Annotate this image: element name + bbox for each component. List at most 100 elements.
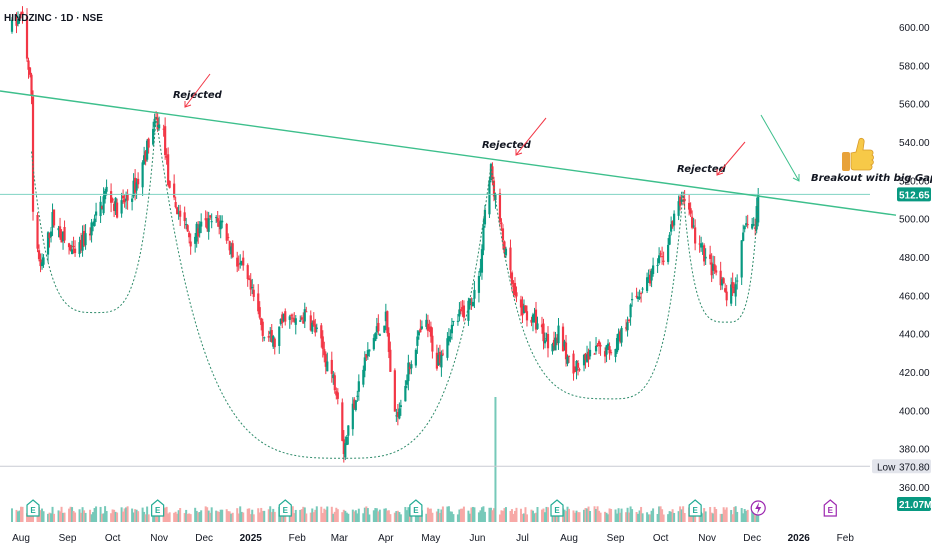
volume-bar: [483, 511, 486, 522]
volume-bar: [626, 507, 629, 522]
volume-bar: [299, 509, 302, 522]
volume-bar: [26, 513, 29, 522]
volume-bar: [479, 510, 482, 522]
volume-bar: [300, 509, 303, 522]
volume-bar: [437, 508, 440, 522]
volume-bar: [240, 511, 243, 522]
volume-bar: [218, 512, 221, 522]
volume-bar: [291, 506, 294, 522]
volume-bar: [435, 511, 438, 522]
candle-body: [125, 198, 128, 201]
earnings-marker: E: [550, 499, 564, 517]
breakout-label: Breakout with big Gap: [811, 173, 932, 184]
volume-bar: [468, 513, 471, 522]
candle-body: [103, 191, 107, 200]
candle-body: [567, 355, 571, 357]
candle-body: [52, 209, 56, 226]
candle-body: [408, 366, 411, 370]
candle-body: [189, 241, 192, 247]
candle-body: [91, 223, 95, 225]
volume-bar: [353, 511, 356, 522]
candle-body: [260, 318, 263, 325]
candle-body: [603, 351, 607, 357]
candle-body: [480, 249, 484, 273]
candle-body: [269, 331, 272, 334]
volume-bar: [183, 513, 186, 522]
time-tick: Dec: [743, 533, 761, 544]
candle-body: [372, 337, 375, 350]
candle-body: [231, 243, 234, 258]
candle-body: [152, 128, 155, 145]
candle-body: [709, 254, 712, 259]
candle-body: [410, 364, 413, 369]
candle-body: [688, 202, 691, 210]
candle-body: [134, 177, 137, 193]
candle-body: [752, 224, 755, 226]
volume-bar: [670, 511, 673, 522]
volume-bar: [357, 508, 360, 522]
candle-body: [489, 164, 493, 181]
price-tick: 500.00: [899, 215, 930, 226]
candle-body: [135, 182, 138, 191]
candle-body: [72, 245, 75, 247]
candle-body: [757, 194, 760, 223]
candle-body: [447, 336, 451, 342]
candle-body: [405, 380, 408, 385]
volume-bar: [93, 508, 96, 522]
candle-body: [200, 221, 203, 227]
time-axis[interactable]: Aug Sep Oct Nov Dec 2025 Feb Mar Apr May Jun Jul Aug…: [12, 533, 854, 544]
earnings-marker-label: E: [283, 506, 289, 515]
volume-bar: [522, 513, 525, 522]
candle-body: [733, 286, 736, 294]
volume-bar: [568, 508, 571, 522]
candle-body: [694, 227, 697, 244]
candle-body: [745, 223, 748, 226]
candle-body: [248, 278, 251, 280]
volume-bar: [368, 514, 371, 522]
candle-body: [246, 265, 249, 280]
candle-body: [290, 315, 293, 317]
volume-bar: [227, 511, 230, 522]
candle-body: [109, 191, 113, 203]
candle-body: [122, 195, 125, 199]
candle-body: [679, 196, 682, 206]
volume-bar: [593, 506, 596, 522]
volume-bar: [246, 508, 249, 522]
volume-bar: [386, 510, 389, 522]
candle-body: [662, 260, 665, 262]
candle-body: [467, 300, 470, 321]
candle-body: [593, 353, 596, 355]
volume-bar: [17, 511, 20, 522]
candle-body: [344, 443, 347, 458]
future-earnings-marker-label: E: [828, 506, 834, 515]
candle-body: [37, 250, 41, 260]
candle-body: [566, 356, 569, 364]
volume-bar: [342, 509, 345, 522]
volume-bar: [426, 507, 429, 522]
volume-bar: [462, 506, 465, 522]
candle-body: [221, 220, 224, 223]
volume-bar: [230, 513, 233, 522]
resistance-trendline[interactable]: [0, 90, 897, 216]
volume-bar: [607, 514, 610, 522]
candle-body: [15, 19, 18, 26]
volume-bar: [11, 508, 13, 522]
volume-bar: [105, 511, 108, 522]
volume-bar: [111, 509, 114, 522]
candle-body: [42, 257, 45, 265]
candle-body: [374, 333, 377, 341]
volume-bar: [492, 508, 495, 522]
price-axis[interactable]: 360.00 380.00 400.00 420.00 440.00 460.00 480.…: [899, 23, 930, 494]
candle-body: [754, 227, 757, 229]
volume-bar: [356, 513, 359, 522]
volume-bar: [650, 510, 653, 522]
time-tick: 2026: [788, 533, 811, 544]
candle-body: [525, 311, 529, 321]
volume-bar: [658, 506, 661, 522]
volume-bar: [480, 507, 483, 522]
candle-body: [51, 212, 54, 228]
price-tick: 520.00: [899, 176, 930, 187]
earnings-marker-shape: [550, 499, 564, 517]
